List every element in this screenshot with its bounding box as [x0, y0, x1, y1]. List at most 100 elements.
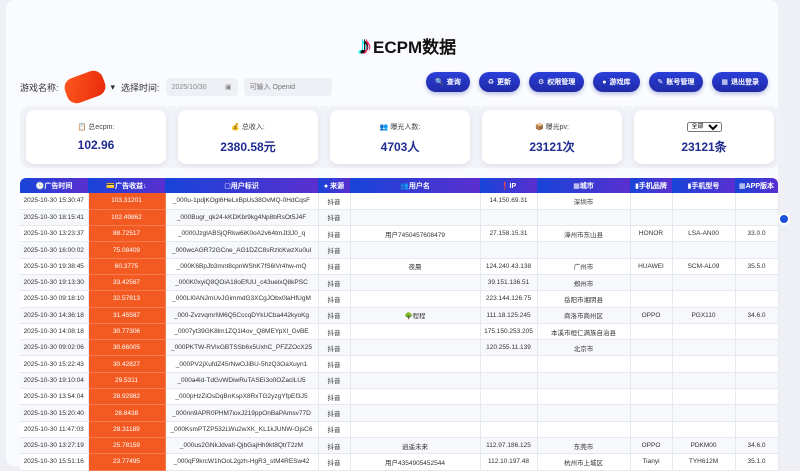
column-header: ❗IP — [480, 178, 537, 193]
button-label: 查询 — [446, 79, 461, 86]
table-cell: 抖音 — [318, 323, 351, 341]
tiktok-note-icon: ♪ — [358, 30, 371, 60]
table-cell: 27.158.15.31 — [480, 225, 538, 243]
table-cell: 漳州市东山县 — [537, 225, 631, 243]
table-cell — [630, 404, 673, 422]
table-cell: 175.150.253.205 — [480, 323, 538, 341]
table-cell: 郑州市 — [537, 274, 631, 292]
permission-button[interactable]: ⚙ 权限管理 — [528, 72, 585, 92]
table-cell — [672, 421, 736, 438]
stat-icon: 📦 — [534, 124, 544, 131]
table-cell: 抖音 — [318, 372, 351, 390]
calendar-icon[interactable]: ▣ — [224, 84, 232, 91]
table-cell: 39.151.136.51 — [480, 274, 538, 292]
table-cell: 用户4354905452544 — [350, 453, 481, 471]
table-cell: 35.1.0 — [735, 453, 779, 471]
table-cell: HONOR — [630, 225, 673, 243]
table-cell: 111.18.125.245 — [480, 307, 538, 324]
table-cell: 夜晨 — [350, 258, 481, 275]
table-cell: 2025-10-30 09:02:06 — [20, 339, 89, 357]
table-cell — [630, 241, 673, 259]
toolbar: 🔍 查询 ♻ 更新 ⚙ 权限管理 ● 游戏库 ✎ 账号管理 ▦ 退出登录 — [425, 72, 768, 92]
time-label: 选择时间: — [121, 82, 160, 93]
game-select-redacted[interactable] — [61, 67, 108, 107]
logout-icon: ▦ — [721, 79, 728, 86]
table-cell — [672, 388, 736, 406]
column-header: ▮手机品牌 — [630, 178, 672, 193]
table-cell: _000-Zvzvqmrl\M6Q5CccqDYkUCba442kyoKg — [165, 307, 319, 324]
table-cell: 抖音 — [318, 274, 351, 292]
table-row: 2025-10-30 09:02:06 30.66005 _000PKTW-RVlx… — [20, 339, 779, 357]
table-row: 2025-10-30 11:47:03 28.31189 _000KsmPTZP53… — [20, 421, 779, 438]
account-button[interactable]: ✎ 账号管理 — [648, 72, 704, 92]
table-cell — [537, 421, 631, 438]
table-cell — [630, 372, 673, 390]
table-cell — [480, 355, 538, 373]
table-cell: 2025-10-30 19:13:30 — [20, 274, 89, 292]
openid-input[interactable] — [243, 78, 332, 96]
table-cell — [480, 388, 538, 406]
table-cell — [672, 241, 736, 259]
table-cell — [480, 372, 538, 390]
table-cell: _000pHzZiOsDqBnKspX8RxTG2yzgYfpEf3J5 — [165, 388, 319, 406]
table-cell: 抖音 — [318, 437, 351, 455]
table-cell — [350, 372, 481, 390]
table-cell: 深圳市 — [537, 193, 631, 210]
table-cell — [480, 241, 538, 259]
table-cell: 2025-10-30 15:51:16 — [20, 453, 89, 471]
date-input[interactable]: 2025/10/30 ▣ — [165, 78, 238, 96]
table-cell — [537, 241, 631, 259]
stat-icon: 💰 — [231, 124, 240, 131]
logout-button[interactable]: ▦ 退出登录 — [712, 72, 768, 92]
update-icon: ♻ — [487, 79, 494, 86]
table-cell — [735, 209, 779, 227]
table-cell: _000LI0ANJmUvJGimmdG3XCgJObx0laHfUgM — [165, 290, 319, 308]
table-cell: 本溪市桓仁满族自治县 — [537, 323, 631, 341]
table-cell: 2025-10-30 13:27:19 — [20, 437, 89, 455]
column-header: ● 来源 — [318, 178, 350, 193]
table-cell: 抖音 — [318, 290, 351, 308]
table-cell — [350, 404, 481, 422]
table-cell: 2025-10-30 13:23:37 — [20, 225, 89, 243]
game-library-button[interactable]: ● 游戏库 — [593, 72, 640, 92]
table-cell: 用户7450457608479 — [350, 225, 481, 243]
chevron-down-icon[interactable]: ▾ — [110, 81, 116, 92]
column-header: 🕒广告时间 — [20, 178, 88, 193]
table-cell: TYH612M — [672, 453, 736, 471]
stat-icon: 👥 — [379, 124, 389, 131]
column-header: ▮手机型号 — [672, 178, 735, 193]
button-label: 账号管理 — [666, 79, 695, 86]
update-button[interactable]: ♻ 更新 — [478, 72, 520, 92]
table-row: 2025-10-30 09:18:10 32.57813 _000LI0ANJmUv… — [20, 290, 779, 308]
table-cell: 102.49862 — [88, 209, 166, 227]
table-cell — [735, 421, 779, 438]
table-cell: 杭州市上城区 — [537, 453, 631, 471]
stat-card: 📋 总ecpm: 102.96 — [26, 110, 166, 164]
table-cell: _000PKTW-RVlxGBTSSb6x5UxhC_PFZZOcX25 — [165, 339, 319, 357]
table-cell — [630, 193, 673, 210]
table-cell: 30.42827 — [88, 355, 166, 373]
table-cell: _000qF9krcW1hOoL2gzh-HgR3_stM4RESw42 — [165, 453, 319, 471]
table-cell — [480, 404, 538, 422]
table-cell — [350, 241, 481, 259]
table-cell — [672, 290, 736, 308]
table-row: 2025-10-30 19:13:30 33.42567 _000K0xyiQ8QO… — [20, 274, 779, 292]
range-select[interactable]: 全部 — [686, 122, 722, 132]
table-cell: 124.240.43.138 — [480, 258, 538, 275]
table-cell — [350, 209, 481, 227]
table-cell: _000K6BpJb3mnt8cpnWShK7fS6lVr4hw-mQ — [165, 258, 319, 275]
table-cell: 北京市 — [537, 339, 631, 357]
table-cell: 抖音 — [318, 241, 351, 259]
table-cell: 2025-10-30 16:00:02 — [20, 241, 89, 259]
stat-label: 总ecpm: — [88, 124, 115, 131]
table-cell — [735, 355, 779, 373]
table-cell — [630, 388, 673, 406]
table-cell: 35.5.0 — [735, 258, 779, 275]
table-cell: 抖音 — [318, 225, 351, 243]
column-header[interactable]: 💳广告收益↓ — [88, 178, 165, 193]
chat-float-button[interactable] — [778, 213, 790, 225]
table-row: 2025-10-30 15:22:43 30.42827 _000PV2jXufdZ… — [20, 355, 779, 373]
search-button[interactable]: 🔍 查询 — [425, 72, 470, 92]
table-cell: _000a4ld-TdGvWDiwRuTASEi3o0OZaclLU5 — [165, 372, 319, 390]
stat-value: 4703人 — [380, 140, 420, 154]
